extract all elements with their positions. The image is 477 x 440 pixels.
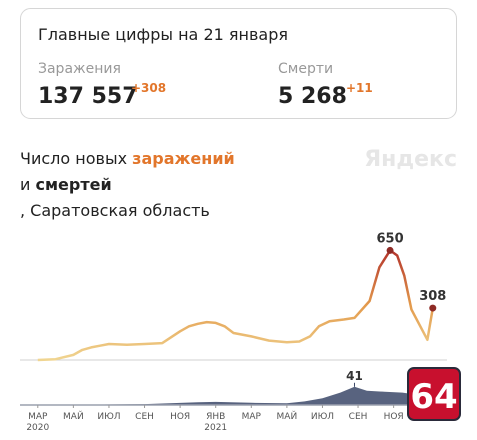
x-tick-label: НОЯ (170, 412, 190, 422)
subtitle: , Саратовская область (20, 201, 210, 220)
subtitle-accent: заражений (132, 149, 235, 168)
x-tick-label: СЕН (135, 412, 154, 422)
stat-delta: +308 (131, 81, 166, 95)
deaths-area (37, 386, 433, 405)
x-tick-label: СЕН (349, 412, 368, 422)
subtitle-text: Число новых (20, 149, 132, 168)
subtitle-text: и (20, 175, 35, 194)
x-tick-label: МАЙ (277, 410, 298, 422)
x-year-label: 2021 (204, 423, 227, 433)
badge-text: 64 (410, 377, 457, 417)
stat-value: 5 268 (278, 84, 347, 109)
point-marker (429, 304, 437, 312)
x-year-label: 2020 (26, 423, 49, 433)
x-tick-label: НОЯ (384, 412, 404, 422)
stat-value: 137 557 (38, 84, 138, 109)
x-tick-label: МАР (28, 412, 48, 422)
x-tick-label: МАР (242, 412, 262, 422)
card-title: Главные цифры на 21 января (38, 25, 288, 44)
watermark: Яндекс (364, 147, 457, 172)
stat-label: Заражения (38, 61, 121, 77)
stat-label: Смерти (278, 61, 333, 77)
stat-delta: +11 (346, 81, 373, 95)
subtitle: Число новых заражений (20, 149, 235, 168)
x-tick-label: ЯНВ (206, 412, 225, 422)
x-tick-label: ИЮЛ (311, 412, 334, 422)
x-tick-label: МАЙ (63, 410, 84, 422)
infections-line (37, 249, 435, 362)
badge (407, 367, 461, 421)
annotation: 308 (419, 289, 446, 304)
annotation: 41 (346, 369, 363, 383)
point-marker (386, 246, 394, 254)
x-tick-label: ИЮЛ (97, 412, 120, 422)
subtitle: и смертей (20, 175, 112, 194)
summary-card (20, 8, 457, 119)
subtitle-bold: смертей (35, 175, 111, 194)
annotation: 650 (376, 231, 403, 246)
